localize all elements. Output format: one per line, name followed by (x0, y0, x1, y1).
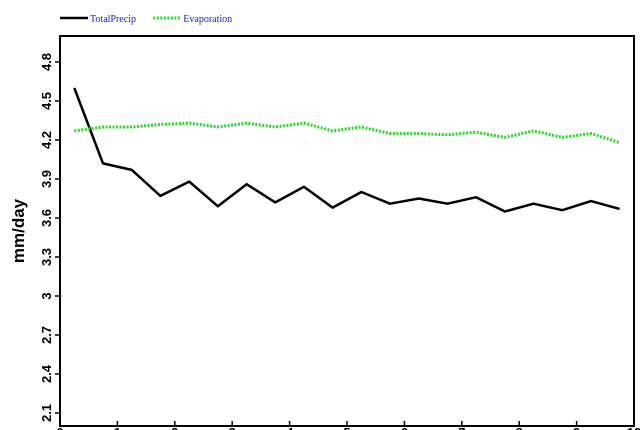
y-tick-label: 3.3 (39, 248, 54, 266)
legend-label-totalprecip: TotalPrecip (90, 14, 136, 25)
x-tick-label: 1 (114, 425, 121, 430)
x-tick-label: 7 (458, 425, 465, 430)
y-tick-label: 3.6 (39, 209, 54, 227)
y-tick-label: 4.8 (39, 53, 54, 71)
series-line-evaporation (74, 121, 621, 145)
y-axis: 2.1 2.4 2.7 3 3.3 3.6 3.9 4.2 4.5 4.8 (39, 53, 60, 422)
x-tick-label: 0 (56, 425, 63, 430)
y-tick-label: 2.4 (39, 364, 54, 383)
y-tick-label: 2.1 (39, 404, 54, 422)
series-layer (73, 87, 621, 213)
y-tick-label: 3 (39, 292, 54, 299)
x-tick-label: 8 (516, 425, 523, 430)
x-tick-label: 2 (171, 425, 178, 430)
x-tick-label: 3 (229, 425, 236, 430)
y-tick-label: 4.2 (39, 131, 54, 149)
y-axis-label: mm/day (9, 198, 28, 263)
x-tick-label: 9 (573, 425, 580, 430)
x-tick-label: 5 (343, 425, 350, 430)
x-tick-label: 4 (286, 425, 294, 430)
legend-label-evaporation: Evaporation (183, 14, 232, 25)
legend: TotalPrecip Evaporation (60, 14, 232, 25)
series-line-totalprecip (73, 87, 620, 213)
y-tick-label: 2.7 (39, 326, 54, 344)
x-tick-label: 6 (401, 425, 408, 430)
plot-frame (59, 35, 635, 427)
y-tick-label: 3.9 (39, 170, 54, 188)
y-tick-label: 4.5 (39, 92, 54, 110)
x-axis: 0 1 2 3 4 5 6 7 8 9 10 (56, 421, 640, 430)
x-tick-label: 10 (627, 425, 640, 430)
